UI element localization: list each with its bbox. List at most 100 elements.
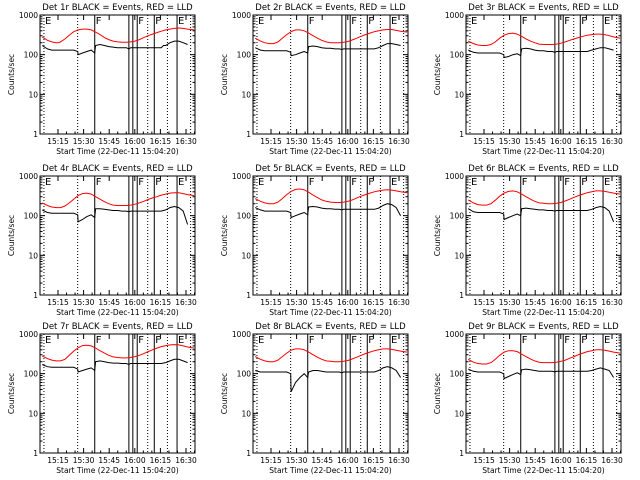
x-tick-label: 16:15: [576, 137, 598, 146]
x-tick-label: 15:30: [286, 298, 308, 307]
x-tick-label: 15:15: [473, 298, 495, 307]
y-tick-label: 10: [454, 90, 464, 99]
plot-frame: [465, 175, 622, 296]
detector-panel-8: Det 8r BLACK = Events, RED = LLD 1 10 100 10…: [220, 322, 410, 475]
marker-label: F: [309, 177, 315, 188]
x-tick-label: 15:15: [47, 137, 69, 146]
y-tick-label: 1000: [19, 172, 38, 181]
marker-label: E: [45, 335, 51, 346]
lld-series-line: [467, 349, 621, 365]
y-tick-label: 10: [28, 409, 38, 418]
events-series-line: [467, 205, 615, 222]
panel-title: Det 4r BLACK = Events, RED = LLD: [42, 164, 193, 174]
x-tick-label: 16:30: [388, 456, 410, 465]
marker-label: F: [138, 16, 144, 27]
y-tick-label: 100: [450, 51, 465, 60]
y-tick-label: 10: [241, 409, 251, 418]
marker-label: F: [581, 177, 587, 188]
marker-label: F: [96, 16, 102, 27]
lld-series-line: [254, 29, 408, 45]
panel-title: Det 3r BLACK = Events, RED = LLD: [468, 3, 619, 13]
plot-frame: [252, 14, 409, 135]
x-tick-label: 16:15: [363, 456, 385, 465]
detector-panel-9: Det 9r BLACK = Events, RED = LLD 1 10 100 10…: [433, 322, 623, 475]
marker-label: E: [45, 16, 51, 27]
y-tick-label: 1: [33, 130, 38, 139]
y-tick-label: 10: [454, 251, 464, 260]
x-tick-label: 16:30: [601, 456, 623, 465]
y-tick-label: 10: [241, 251, 251, 260]
events-series-line: [41, 40, 188, 56]
y-tick-label: 100: [24, 370, 39, 379]
marker-label: E: [178, 16, 184, 27]
x-tick-label: 15:30: [499, 456, 521, 465]
plot-frame: [39, 175, 196, 296]
marker-label: E: [258, 335, 264, 346]
y-tick-label: 100: [450, 212, 465, 221]
plot-frame: [465, 14, 622, 135]
marker-label: F: [351, 177, 357, 188]
events-series-line: [468, 47, 614, 59]
x-axis-label: Start Time (22-Dec-11 15:04:20): [269, 147, 391, 156]
marker-label: F: [522, 335, 528, 346]
marker-label: F: [138, 177, 144, 188]
lld-series-line: [41, 27, 195, 44]
x-axis-label: Start Time (22-Dec-11 15:04:20): [482, 147, 604, 156]
marker-label: F: [368, 16, 374, 27]
x-tick-label: 16:00: [124, 137, 146, 146]
y-tick-label: 1: [246, 449, 251, 458]
y-tick-label: 100: [237, 51, 252, 60]
x-tick-label: 15:45: [524, 456, 546, 465]
y-tick-label: 1000: [232, 172, 251, 181]
x-tick-label: 15:45: [98, 298, 120, 307]
y-axis-label: Counts/sec: [7, 373, 16, 414]
x-tick-label: 16:30: [388, 298, 410, 307]
y-tick-label: 1: [459, 291, 464, 300]
y-axis-label: Counts/sec: [220, 54, 229, 95]
y-tick-label: 100: [24, 212, 39, 221]
marker-label: E: [45, 177, 51, 188]
x-axis-label: Start Time (22-Dec-11 15:04:20): [269, 308, 391, 317]
lld-series-line: [254, 188, 408, 205]
plot-frame: [39, 14, 196, 135]
events-series-line: [42, 358, 188, 373]
y-axis-label: Counts/sec: [220, 373, 229, 414]
marker-label: F: [564, 16, 570, 27]
x-tick-label: 16:30: [175, 298, 197, 307]
marker-label: F: [155, 335, 161, 346]
x-tick-label: 15:45: [311, 298, 333, 307]
marker-label: E: [391, 16, 397, 27]
x-tick-label: 16:30: [175, 137, 197, 146]
x-tick-label: 15:30: [73, 456, 95, 465]
detector-panel-1: Det 1r BLACK = Events, RED = LLD 1 10 100 10…: [7, 3, 197, 156]
marker-label: F: [581, 335, 587, 346]
plot-frame: [252, 175, 409, 296]
marker-label: F: [581, 16, 587, 27]
panel-title: Det 5r BLACK = Events, RED = LLD: [255, 164, 406, 174]
x-tick-label: 16:00: [337, 298, 359, 307]
y-tick-label: 1000: [445, 172, 464, 181]
y-tick-label: 10: [241, 90, 251, 99]
marker-label: F: [564, 335, 570, 346]
marker-label: F: [522, 177, 528, 188]
y-tick-label: 1000: [445, 330, 464, 339]
lld-series-line: [467, 190, 621, 206]
x-tick-label: 16:00: [337, 137, 359, 146]
x-tick-label: 16:15: [150, 137, 172, 146]
marker-label: E: [604, 16, 610, 27]
x-axis-label: Start Time (22-Dec-11 15:04:20): [482, 308, 604, 317]
x-tick-label: 16:15: [576, 298, 598, 307]
y-axis-label: Counts/sec: [220, 215, 229, 256]
x-axis-label: Start Time (22-Dec-11 15:04:20): [482, 466, 604, 475]
y-tick-label: 10: [28, 251, 38, 260]
y-tick-label: 1000: [19, 330, 38, 339]
y-tick-label: 1000: [232, 11, 251, 20]
marker-label: F: [351, 335, 357, 346]
marker-label: E: [178, 177, 184, 188]
x-tick-label: 15:45: [524, 298, 546, 307]
marker-label: E: [391, 177, 397, 188]
plot-frame: [39, 333, 196, 454]
y-tick-label: 1: [33, 291, 38, 300]
y-tick-label: 100: [24, 51, 39, 60]
